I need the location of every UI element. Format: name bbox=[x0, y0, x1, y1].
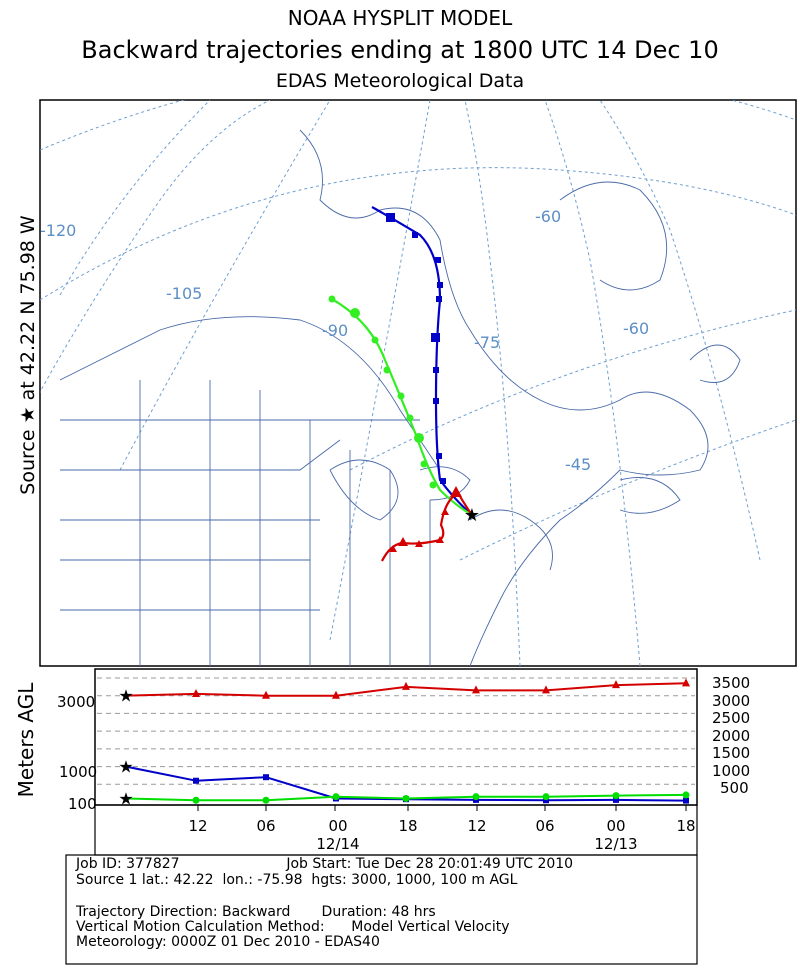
lon-label-60b: -60 bbox=[623, 319, 649, 338]
lon-label-90: -90 bbox=[322, 321, 348, 340]
vertical-gridlines bbox=[97, 677, 695, 785]
trajectory-direction-line: Trajectory Direction: Backward Duration:… bbox=[76, 904, 436, 920]
job-info-box bbox=[65, 854, 698, 965]
height-marker-1-7 bbox=[613, 796, 619, 803]
height-marker-2-6 bbox=[542, 793, 550, 801]
right-tick-1000: 1000 bbox=[712, 762, 750, 780]
height-marker-1-6 bbox=[543, 797, 549, 804]
meteorology-title: EDAS Meteorological Data bbox=[275, 70, 525, 92]
time-tick-7: 18 bbox=[676, 817, 695, 835]
height-marker-0-1 bbox=[192, 688, 200, 697]
green-trajectory-markers bbox=[328, 295, 437, 489]
green-trajectory-map bbox=[329, 297, 473, 516]
right-tick-1500: 1500 bbox=[712, 744, 750, 762]
time-tick-4: 12 bbox=[467, 817, 486, 835]
start-star-2: ★ bbox=[118, 789, 133, 809]
right-tick-3000: 3000 bbox=[712, 692, 750, 710]
right-tick-500: 500 bbox=[720, 779, 749, 797]
date-label-1213: 12/13 bbox=[594, 835, 637, 853]
lon-label-45: -45 bbox=[565, 455, 591, 474]
height-marker-1-2 bbox=[263, 774, 269, 781]
height-marker-2-3 bbox=[332, 793, 340, 801]
height-marker-2-7 bbox=[612, 792, 620, 800]
left-tick-1000: 1000 bbox=[59, 763, 97, 781]
lon-label-75: -75 bbox=[474, 333, 500, 352]
time-tick-5: 06 bbox=[535, 817, 554, 835]
height-marker-0-5 bbox=[472, 685, 480, 694]
lon-label-105: -105 bbox=[166, 284, 202, 303]
vertical-profiles: ★ ★ ★ bbox=[118, 678, 690, 809]
height-marker-0-2 bbox=[262, 690, 270, 699]
model-title: NOAA HYSPLIT MODEL bbox=[287, 6, 513, 30]
height-marker-0-4 bbox=[402, 681, 410, 690]
source-star-map: ★ bbox=[464, 505, 480, 526]
trajectory-title: Backward trajectories ending at 1800 UTC… bbox=[81, 36, 719, 64]
height-marker-2-5 bbox=[472, 793, 480, 801]
time-tick-1: 06 bbox=[256, 817, 275, 835]
time-tick-6: 00 bbox=[606, 817, 625, 835]
meteorology-line: Meteorology: 0000Z 01 Dec 2010 - EDAS40 bbox=[76, 934, 380, 950]
right-tick-3500: 3500 bbox=[712, 674, 750, 692]
time-axis-ticks bbox=[197, 805, 687, 811]
right-tick-2500: 2500 bbox=[712, 709, 750, 727]
height-marker-2-2 bbox=[262, 796, 270, 804]
blue-trajectory-markers bbox=[386, 213, 446, 484]
height-marker-2-1 bbox=[192, 796, 200, 804]
date-label-1214: 12/14 bbox=[316, 835, 359, 853]
time-tick-0: 12 bbox=[188, 817, 207, 835]
height-marker-1-1 bbox=[193, 777, 199, 784]
height-marker-1-8 bbox=[683, 797, 689, 804]
time-tick-2: 00 bbox=[328, 817, 347, 835]
left-tick-3000: 3000 bbox=[57, 693, 95, 711]
vertical-motion-line: Vertical Motion Calculation Method: Mode… bbox=[76, 919, 510, 935]
height-marker-0-3 bbox=[332, 690, 340, 699]
source-coordinates-line: Source 1 lat.: 42.22 lon.: -75.98 hgts: … bbox=[76, 872, 518, 888]
height-marker-0-7 bbox=[612, 680, 620, 689]
graticule bbox=[40, 100, 796, 666]
start-star-1: ★ bbox=[118, 758, 133, 778]
map-boundaries bbox=[59, 129, 741, 666]
lon-label-120: -120 bbox=[40, 221, 76, 240]
height-marker-0-6 bbox=[542, 685, 550, 694]
height-marker-2-4 bbox=[402, 794, 410, 802]
time-tick-3: 18 bbox=[398, 817, 417, 835]
job-id-line: Job ID: 377827 Job Start: Tue Dec 28 20:… bbox=[76, 856, 574, 872]
height-marker-0-8 bbox=[682, 678, 690, 687]
red-trajectory-markers bbox=[389, 486, 462, 552]
start-star-0: ★ bbox=[118, 687, 133, 707]
map-frame bbox=[39, 99, 797, 667]
left-tick-100: 100 bbox=[68, 795, 97, 813]
right-tick-2000: 2000 bbox=[712, 727, 750, 745]
height-marker-2-8 bbox=[682, 791, 690, 799]
lon-label-60a: -60 bbox=[535, 207, 561, 226]
